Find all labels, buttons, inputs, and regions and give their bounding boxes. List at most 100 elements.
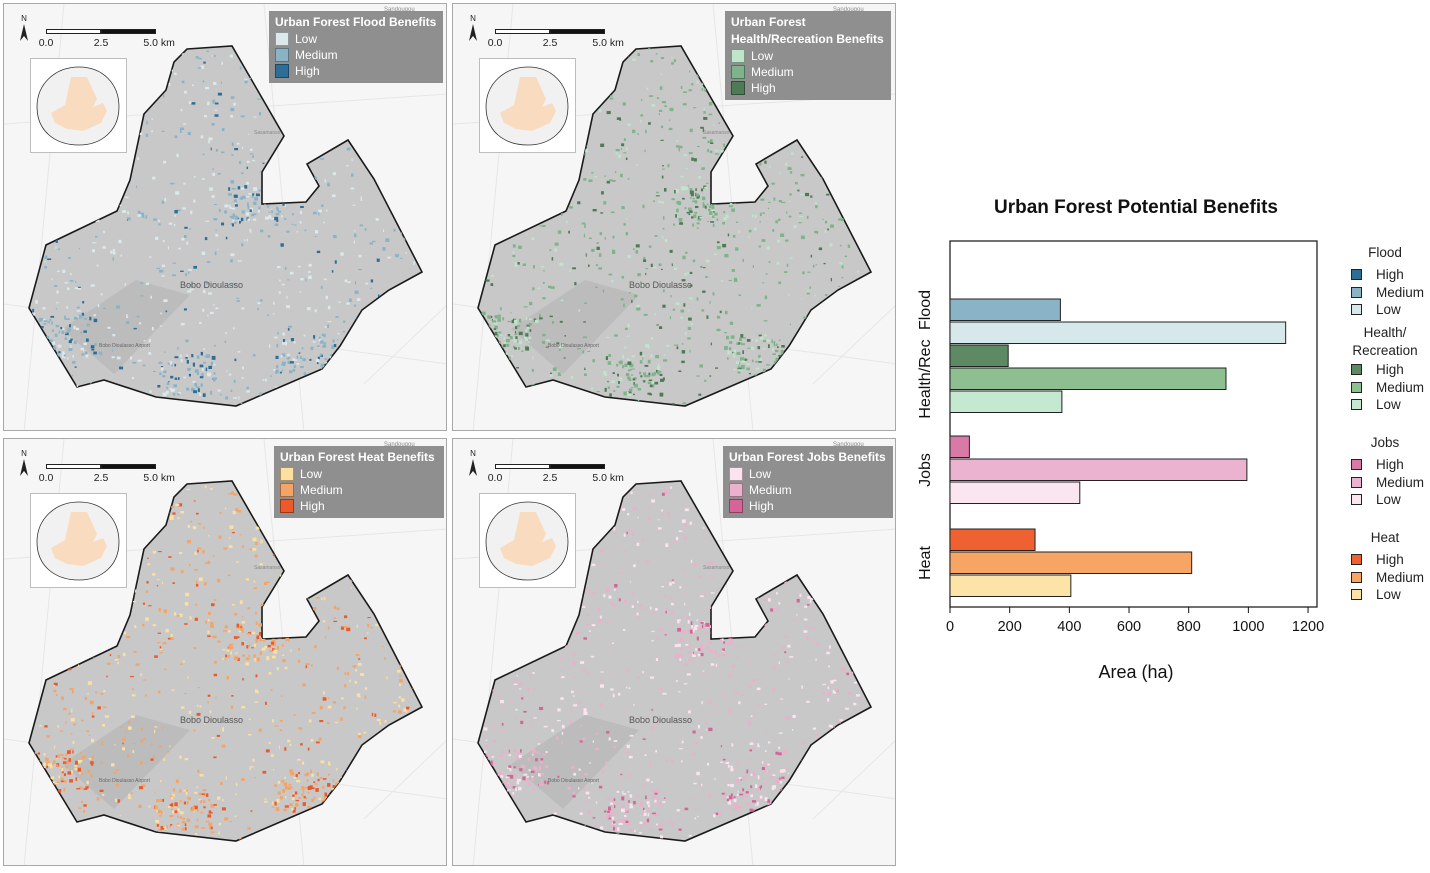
map-legend-title: Urban Forest bbox=[731, 15, 806, 29]
north-arrow: N bbox=[18, 449, 30, 485]
benefit-patches bbox=[479, 481, 871, 841]
map-legend: Urban Forest Jobs Benefits Low Medium High bbox=[723, 446, 893, 518]
map-legend-item: Low bbox=[275, 31, 437, 47]
airport-label: Bobo Dioulasso Airport bbox=[99, 343, 150, 349]
top-place-label: Sandougou bbox=[833, 7, 864, 13]
scale-bar: 0.0 2.5 5.0 km bbox=[39, 29, 175, 51]
city-label: Bobo Dioulasso bbox=[180, 280, 243, 290]
map-legend-title: Urban Forest Jobs Benefits bbox=[729, 450, 886, 464]
group-label: Flood bbox=[917, 290, 934, 330]
map-legend: Urban Forest Health/Recreation Benefits Lo… bbox=[725, 11, 891, 100]
legend-label: Low bbox=[751, 49, 774, 63]
chart-legend-label: Medium bbox=[1376, 474, 1425, 490]
scale-label: 2.5 bbox=[542, 472, 558, 484]
chart-legend-label: Medium bbox=[1376, 284, 1425, 300]
chart-legend-item: High bbox=[1351, 457, 1404, 472]
x-tick-label: 1200 bbox=[1292, 619, 1324, 635]
chart-legend-label: Low bbox=[1376, 587, 1401, 602]
chart-legend-label: Medium bbox=[1376, 379, 1425, 395]
bar-heat-low bbox=[949, 574, 1072, 597]
scale-label: 0.0 bbox=[487, 472, 503, 484]
map-legend-title: Urban Forest Flood Benefits bbox=[275, 15, 437, 29]
scale-label: 5.0 km bbox=[143, 472, 175, 484]
city-label: Bobo Dioulasso bbox=[180, 715, 243, 725]
chart-legend-swatch bbox=[1351, 459, 1362, 470]
map-legend-item: High bbox=[729, 498, 887, 514]
side-place-label: Sasamanso bbox=[703, 565, 730, 571]
scale-label: 2.5 bbox=[93, 37, 109, 49]
bar-health-rec-low bbox=[949, 390, 1063, 413]
legend-label: Medium bbox=[751, 65, 794, 79]
map-panel-jobs: Bobo Dioulasso Bobo Dioulasso Airport Sand… bbox=[452, 438, 896, 866]
inset-map bbox=[30, 493, 127, 588]
legend-swatch bbox=[275, 64, 289, 78]
chart-legend-label: High bbox=[1376, 457, 1404, 472]
map-legend-title: Health/Recreation Benefits bbox=[731, 32, 884, 46]
bar-flood-low bbox=[949, 321, 1287, 344]
scale-label: 5.0 km bbox=[592, 472, 624, 484]
scale-label: 2.5 bbox=[93, 472, 109, 484]
chart-legend-title: Heat bbox=[1370, 530, 1400, 545]
chart-legend-swatch bbox=[1351, 286, 1362, 298]
top-place-label: Sandougou bbox=[833, 442, 864, 448]
chart-legend-item: Low bbox=[1351, 302, 1401, 317]
chart-legend-swatch bbox=[1351, 589, 1362, 600]
legend-swatch bbox=[275, 48, 289, 62]
legend-label: Low bbox=[295, 32, 318, 46]
airport-label: Bobo Dioulasso Airport bbox=[548, 343, 599, 349]
north-arrow: N bbox=[18, 14, 30, 50]
legend-label: High bbox=[751, 81, 776, 95]
chart-legend-label: Low bbox=[1376, 302, 1401, 317]
map-legend-item: Low bbox=[729, 466, 887, 482]
legend-label: Low bbox=[749, 467, 772, 481]
map-legend: Urban Forest Flood Benefits Low Medium High bbox=[269, 11, 443, 83]
legend-label: High bbox=[749, 499, 774, 513]
x-axis-label: Area (ha) bbox=[1098, 662, 1173, 682]
north-label: N bbox=[21, 14, 27, 23]
legend-swatch bbox=[729, 467, 743, 481]
north-arrow-icon bbox=[20, 459, 28, 476]
chart-legend-swatch bbox=[1351, 381, 1362, 393]
scale-bar: 0.0 2.5 5.0 km bbox=[488, 464, 624, 486]
north-label: N bbox=[470, 14, 476, 23]
chart-legend-item: Low bbox=[1351, 587, 1401, 602]
map-panel-flood: Bobo Dioulasso Bobo Dioulasso Airport Sand… bbox=[3, 3, 447, 431]
airport-area bbox=[511, 280, 639, 374]
bar-heat-medium bbox=[949, 551, 1193, 574]
north-label: N bbox=[21, 449, 27, 458]
bar-heat-high bbox=[949, 528, 1036, 551]
chart-legend-item: Low bbox=[1351, 492, 1401, 507]
legend-label: Low bbox=[300, 467, 323, 481]
legend-swatch bbox=[275, 32, 289, 46]
legend-swatch bbox=[731, 65, 745, 79]
side-place-label: Sasamanso bbox=[703, 130, 730, 136]
bar-chart-svg: Urban Forest Potential Benefits Flood Heal… bbox=[917, 197, 1324, 682]
scale-label: 5.0 km bbox=[143, 37, 175, 49]
group-label: Heat bbox=[917, 546, 934, 580]
bar-jobs-medium bbox=[949, 458, 1248, 481]
legend-label: High bbox=[300, 499, 325, 513]
map-legend-item: Medium bbox=[275, 47, 437, 63]
map-panel-heat: Bobo Dioulasso Bobo Dioulasso Airport Sand… bbox=[3, 438, 447, 866]
map-legend-item: Low bbox=[731, 48, 885, 64]
bar-health-rec-medium bbox=[949, 367, 1227, 390]
chart-legend-swatch bbox=[1351, 571, 1362, 583]
x-tick-label: 600 bbox=[1117, 619, 1141, 635]
north-arrow-icon bbox=[469, 459, 477, 476]
chart-legend-label: Medium bbox=[1376, 569, 1425, 585]
x-tick-label: 1000 bbox=[1232, 619, 1264, 635]
map-legend-item: High bbox=[280, 498, 438, 514]
chart-legend-label: High bbox=[1376, 362, 1404, 377]
top-place-label: Sandougou bbox=[384, 7, 415, 13]
group-label: Jobs bbox=[917, 453, 934, 487]
legend-swatch bbox=[280, 483, 294, 497]
chart-legend-swatch bbox=[1351, 494, 1362, 505]
chart-legend-swatch bbox=[1351, 269, 1362, 280]
scale-label: 5.0 km bbox=[592, 37, 624, 49]
airport-label: Bobo Dioulasso Airport bbox=[99, 778, 150, 784]
scale-label: 0.0 bbox=[38, 37, 54, 49]
city-label: Bobo Dioulasso bbox=[629, 280, 692, 290]
legend-swatch bbox=[731, 81, 745, 95]
legend-label: High bbox=[295, 64, 320, 78]
legend-swatch bbox=[729, 499, 743, 513]
